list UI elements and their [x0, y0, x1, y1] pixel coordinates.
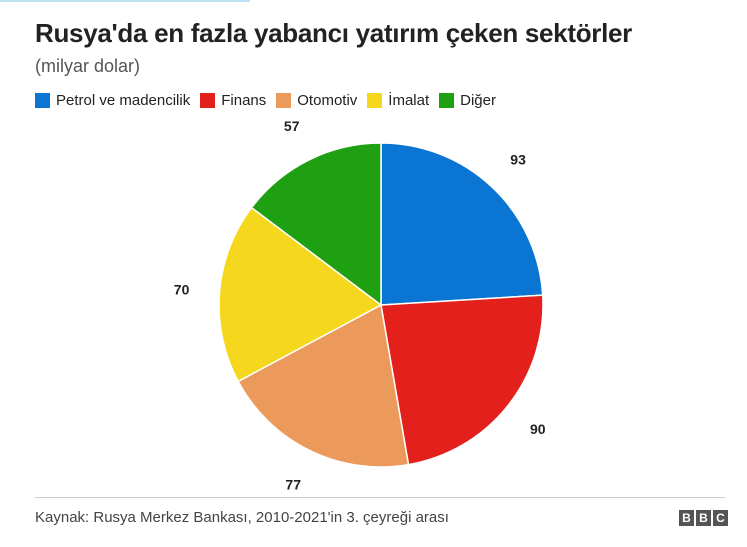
slice-label-otomotiv: 77 — [285, 477, 301, 493]
bbc-logo-block: C — [713, 510, 728, 526]
legend-item-finans: Finans — [200, 92, 266, 109]
bbc-logo-block: B — [696, 510, 711, 526]
bbc-logo: B B C — [677, 510, 728, 526]
legend-label: Finans — [221, 92, 267, 109]
legend-swatch — [200, 93, 216, 108]
legend-item-otomotiv: Otomotiv — [276, 92, 357, 109]
legend-swatch — [276, 93, 292, 108]
chart-title: Rusya'da en fazla yabancı yatırım çeken … — [35, 18, 632, 48]
bbc-logo-block: B — [679, 510, 694, 526]
slice-label-finans: 90 — [530, 421, 546, 437]
pie-chart: 93 90 77 70 57 — [174, 118, 546, 493]
legend-label: İmalat — [388, 92, 430, 109]
legend-swatch — [35, 93, 50, 108]
legend-item-diger: Diğer — [439, 92, 496, 109]
legend-label: Otomotiv — [297, 92, 358, 109]
legend-item-imalat: İmalat — [367, 92, 429, 109]
pie-slice-diger — [250, 142, 382, 307]
slice-label-petrol: 93 — [510, 151, 526, 167]
pie-slice-petrol — [380, 142, 544, 306]
pie-slice-otomotiv — [237, 303, 410, 468]
legend: Petrol ve madencilik Finans Otomotiv İma… — [35, 92, 506, 109]
legend-item-petrol: Petrol ve madencilik — [35, 92, 190, 109]
footer-divider — [35, 497, 725, 498]
slice-label-imalat: 70 — [174, 282, 190, 298]
legend-label: Petrol ve madencilik — [56, 92, 191, 109]
legend-label: Diğer — [460, 92, 496, 109]
legend-swatch — [439, 93, 455, 108]
slice-label-diger: 57 — [284, 118, 300, 134]
top-accent-line — [0, 0, 250, 2]
chart-subtitle: (milyar dolar) — [35, 56, 141, 76]
pie-slice-imalat — [218, 206, 383, 383]
source-note: Kaynak: Rusya Merkez Bankası, 2010-2021'… — [35, 509, 449, 526]
legend-swatch — [367, 93, 383, 108]
pie-slice-finans — [380, 294, 544, 466]
